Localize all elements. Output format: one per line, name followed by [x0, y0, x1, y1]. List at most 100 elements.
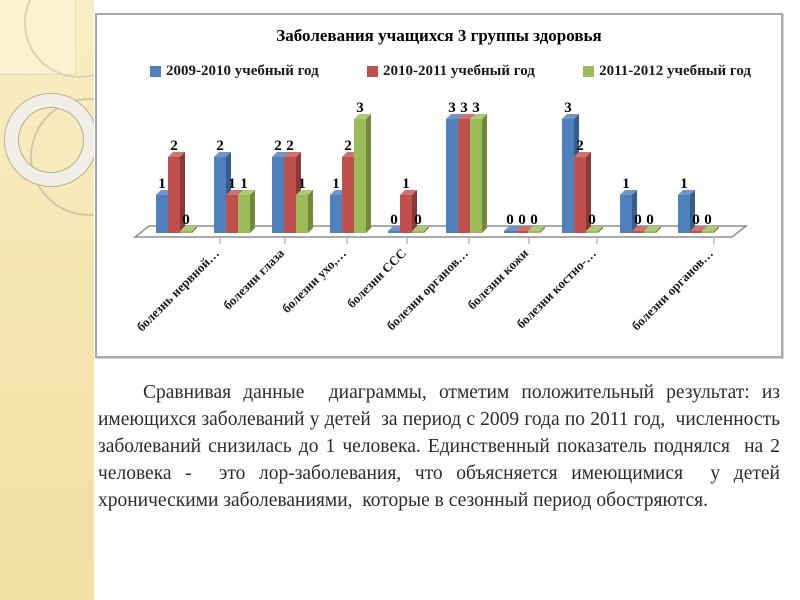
bar — [296, 195, 308, 233]
bar-side-face — [366, 114, 371, 233]
chart-title: Заболевания учащихся 3 группы здоровья — [276, 26, 602, 45]
bar — [562, 119, 574, 233]
bar — [446, 119, 458, 233]
category-label: болезни ухо,… — [279, 246, 349, 316]
bar-data-label: 0 — [506, 212, 514, 228]
legend-item: 2010-2011 учебный год — [366, 63, 535, 80]
bar-side-face — [482, 114, 487, 233]
bar-top-face — [296, 190, 313, 195]
bar-side-face — [656, 226, 661, 233]
bar-data-label: 2 — [274, 138, 282, 154]
bar-top-face — [690, 226, 707, 231]
bar-data-label: 1 — [332, 176, 340, 192]
bar-top-face — [470, 114, 487, 119]
bar-data-label: 2 — [216, 138, 224, 154]
bar-top-face — [632, 226, 649, 231]
bar-data-label: 2 — [170, 138, 178, 154]
bar-top-face — [284, 152, 301, 157]
bar-side-face — [308, 190, 313, 233]
legend-label: 2011-2012 учебный год — [599, 63, 751, 79]
bar — [272, 157, 284, 233]
bar — [690, 231, 702, 233]
bar-data-label: 1 — [240, 176, 248, 192]
bar — [214, 157, 226, 233]
bar-side-face — [714, 226, 719, 233]
bar-top-face — [168, 152, 185, 157]
bar-side-face — [180, 152, 185, 233]
bar — [180, 231, 192, 233]
bar — [330, 195, 342, 233]
bar — [644, 231, 656, 233]
bar-data-label: 0 — [414, 212, 422, 228]
bar-side-face — [598, 226, 603, 233]
legend-item: 2011-2012 учебный год — [583, 63, 751, 80]
legend-label: 2009-2010 учебный год — [166, 63, 319, 79]
bar-top-face — [644, 226, 661, 231]
bar-data-label: 0 — [704, 212, 712, 228]
bar-data-label: 3 — [460, 100, 468, 116]
bar-top-face — [214, 152, 231, 157]
bar — [226, 195, 238, 233]
bar-data-label: 1 — [298, 176, 306, 192]
category-label: болезни органов… — [628, 246, 716, 334]
legend-swatch-2010-2011 — [366, 66, 378, 77]
bar-data-label: 0 — [646, 212, 654, 228]
bar — [470, 119, 482, 233]
bar-side-face — [632, 190, 637, 233]
bar-data-label: 0 — [588, 212, 596, 228]
bar-side-face — [192, 226, 197, 233]
bar-data-label: 0 — [518, 212, 526, 228]
commentary-paragraph: Сравнивая данные диаграммы, отметим поло… — [98, 382, 790, 511]
bar-data-label: 2 — [576, 138, 584, 154]
bar-data-label: 1 — [228, 176, 236, 192]
bar — [458, 119, 470, 233]
bar — [354, 119, 366, 233]
bar-side-face — [412, 190, 417, 233]
legend-swatch-2009-2010 — [150, 66, 161, 77]
bar-top-face — [354, 114, 371, 119]
bar-side-face — [250, 190, 255, 233]
bar — [504, 231, 516, 233]
bar — [632, 231, 644, 233]
bar-top-face — [678, 190, 695, 195]
category-label: болезни глаза — [220, 245, 287, 312]
bar-top-face — [412, 226, 429, 231]
bar-top-face — [458, 114, 475, 119]
bar-top-face — [504, 226, 521, 231]
bar-top-face — [446, 114, 463, 119]
bar — [586, 231, 598, 233]
category-label: болезнь нервной… — [133, 246, 222, 335]
bar — [400, 195, 412, 233]
category-label: болезни кожи — [464, 245, 531, 312]
bar-data-label: 3 — [564, 100, 572, 116]
bar-top-face — [238, 190, 255, 195]
bar-data-label: 1 — [402, 176, 410, 192]
bar — [168, 157, 180, 233]
bar-data-label: 3 — [356, 100, 364, 116]
bar-side-face — [424, 226, 429, 233]
bar-side-face — [586, 152, 591, 233]
bar-top-face — [516, 226, 533, 231]
bar-top-face — [180, 226, 197, 231]
decorative-ring — [5, 94, 94, 186]
legend-item: 2009-2010 учебный год — [150, 63, 319, 80]
legend-label: 2010-2011 учебный год — [382, 63, 535, 79]
bar-data-label: 1 — [158, 176, 166, 192]
bar-data-label: 2 — [344, 138, 352, 154]
bar — [342, 157, 354, 233]
bar-data-label: 3 — [448, 100, 456, 116]
bar — [388, 231, 400, 233]
bar-top-face — [586, 226, 603, 231]
bar-side-face — [690, 190, 695, 233]
bar-data-label: 1 — [680, 176, 688, 192]
category-label: болезни ССС — [344, 246, 409, 311]
bar-top-face — [562, 114, 579, 119]
bar-top-face — [272, 152, 289, 157]
bar — [412, 231, 424, 233]
bar — [516, 231, 528, 233]
chart-frame: Заболевания учащихся 3 группы здоровья 2… — [95, 13, 783, 358]
left-decoration-strip — [0, 0, 94, 600]
legend-swatch-2011-2012 — [583, 66, 595, 77]
